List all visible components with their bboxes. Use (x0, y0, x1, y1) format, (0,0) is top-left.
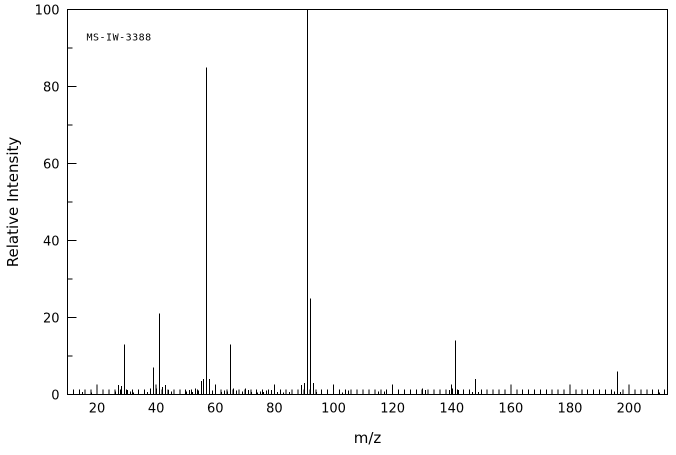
x-axis-tick-label: 60 (207, 402, 224, 417)
x-axis-tick-label: 160 (498, 402, 523, 417)
y-axis-tick-label: 40 (43, 235, 60, 250)
x-axis-tick-label: 180 (558, 402, 583, 417)
x-axis-tick-label: 200 (617, 402, 642, 417)
y-axis-title: Relative Intensity (4, 137, 22, 268)
spectrum-id-annotation: MS-IW-3388 (87, 33, 152, 44)
plot-frame (67, 9, 668, 395)
y-axis-tick-label: 80 (43, 81, 60, 96)
x-axis-tick-label: 120 (380, 402, 405, 417)
x-axis-title: m/z (354, 429, 382, 447)
peak-series (82, 9, 660, 395)
x-axis-tick-label: 140 (439, 402, 464, 417)
x-axis-tick-label: 20 (89, 402, 106, 417)
y-axis-tick-label: 0 (51, 389, 59, 404)
y-axis-tick-label: 100 (35, 4, 60, 19)
y-axis-tick-label: 60 (43, 158, 60, 173)
x-axis-tick-label: 100 (321, 402, 346, 417)
x-axis-tick-label: 40 (148, 402, 165, 417)
y-axis-tick-label: 20 (43, 312, 60, 327)
x-axis-tick-label: 80 (266, 402, 283, 417)
